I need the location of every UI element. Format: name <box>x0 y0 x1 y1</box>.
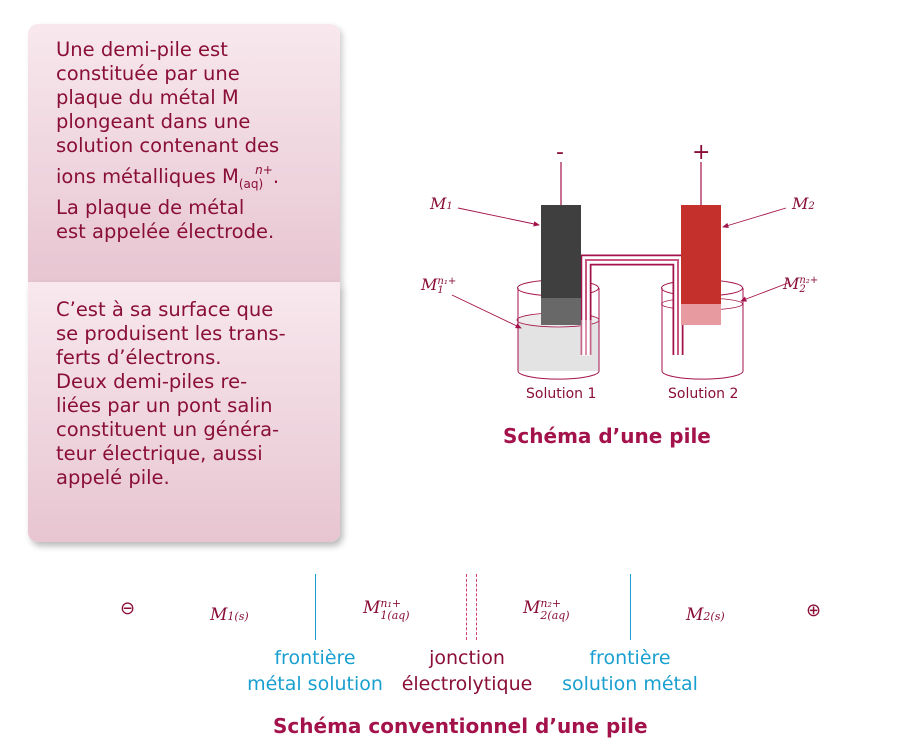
salt-bridge-outer <box>580 254 684 355</box>
junction-line-1-text: jonction <box>429 647 505 669</box>
electrode-1-immersed <box>541 298 581 325</box>
salt-bridge <box>580 254 684 356</box>
definition-ions-line: ions métalliques M(aq)n+. <box>56 158 324 196</box>
transfer-line-2: se produisent les trans- <box>56 322 286 345</box>
notation-m1: M1(s) <box>210 605 249 625</box>
plus-terminal-label: + <box>692 140 711 165</box>
transfer-line-3: ferts d’électrons. <box>56 346 222 369</box>
junction-label: jonction électrolytique <box>396 645 538 697</box>
beaker-2-wall <box>661 288 744 380</box>
frontier1-line-2: métal solution <box>247 673 383 695</box>
frontier2-line-2: solution métal <box>562 673 698 695</box>
ions-sub: (aq) <box>238 177 264 191</box>
negative-pole-symbol: ⊖ <box>120 598 136 619</box>
salt-bridge-gap <box>582 256 682 355</box>
conventional-caption: Schéma conventionnel d’une pile <box>273 714 648 738</box>
salt-bridge-immersed-left <box>580 320 592 356</box>
transfer-line-1: C’est à sa surface que <box>56 298 274 321</box>
frontier-line-1 <box>315 574 316 640</box>
positive-pole-symbol: ⊕ <box>806 600 822 621</box>
junction-line-left <box>466 574 467 640</box>
transfer-card: C’est à sa surface que se produisent les… <box>28 282 340 542</box>
arrow-ion1 <box>451 294 522 329</box>
transfer-line-6: constituent un généra- <box>56 418 280 441</box>
definition-line-1: Une demi-pile est <box>56 38 228 61</box>
arrow-m1 <box>457 207 540 227</box>
arrow-m2 <box>722 207 787 229</box>
minus-terminal-label: - <box>556 140 564 165</box>
electrode-2 <box>681 162 721 325</box>
cell-diagram <box>451 162 789 380</box>
junction-line-right <box>476 574 477 640</box>
frontier-line-2 <box>630 574 631 640</box>
electrode-2-immersed <box>681 304 721 325</box>
definition-line-5: solution contenant des <box>56 134 280 157</box>
label-m1: M1 <box>430 194 453 213</box>
transfer-line-8: appelé pile. <box>56 466 170 489</box>
definition-line-2: constituée par une <box>56 62 240 85</box>
ions-prefix: ions métalliques M <box>56 165 239 188</box>
ions-sup: n+ <box>255 163 273 177</box>
definition-card: Une demi-pile est constituée par une pla… <box>28 24 340 282</box>
definition-line-4: plongeant dans une <box>56 110 251 133</box>
transfer-line-5: liées par un pont salin <box>56 394 273 417</box>
beaker-1-wall <box>517 288 600 380</box>
transfer-line-7: teur électrique, aussi <box>56 442 263 465</box>
junction-line-2-text: électrolytique <box>401 673 533 695</box>
frontier-metal-solution-label: frontière métal solution <box>242 645 388 697</box>
solution-1-label: Solution 1 <box>526 386 597 402</box>
transfer-line-4: Deux demi-piles re- <box>56 370 248 393</box>
label-m2: M2 <box>792 194 815 213</box>
arrow-ion2 <box>740 282 789 302</box>
frontier2-line-1: frontière <box>589 647 671 669</box>
definition-line-8: est appelée électrode. <box>56 220 275 243</box>
notation-m2: M2(s) <box>686 605 725 625</box>
salt-bridge-inner <box>585 259 679 355</box>
solution-2-label: Solution 2 <box>668 386 739 402</box>
frontier1-line-1: frontière <box>274 647 356 669</box>
frontier-solution-metal-label: frontière solution métal <box>556 645 704 697</box>
definition-line-7: La plaque de métal <box>56 196 245 219</box>
ions-suffix: . <box>272 165 280 188</box>
cell-diagram-caption: Schéma d’une pile <box>503 424 711 448</box>
electrode-1 <box>541 162 581 325</box>
definition-line-3: plaque du métal M <box>56 86 239 109</box>
